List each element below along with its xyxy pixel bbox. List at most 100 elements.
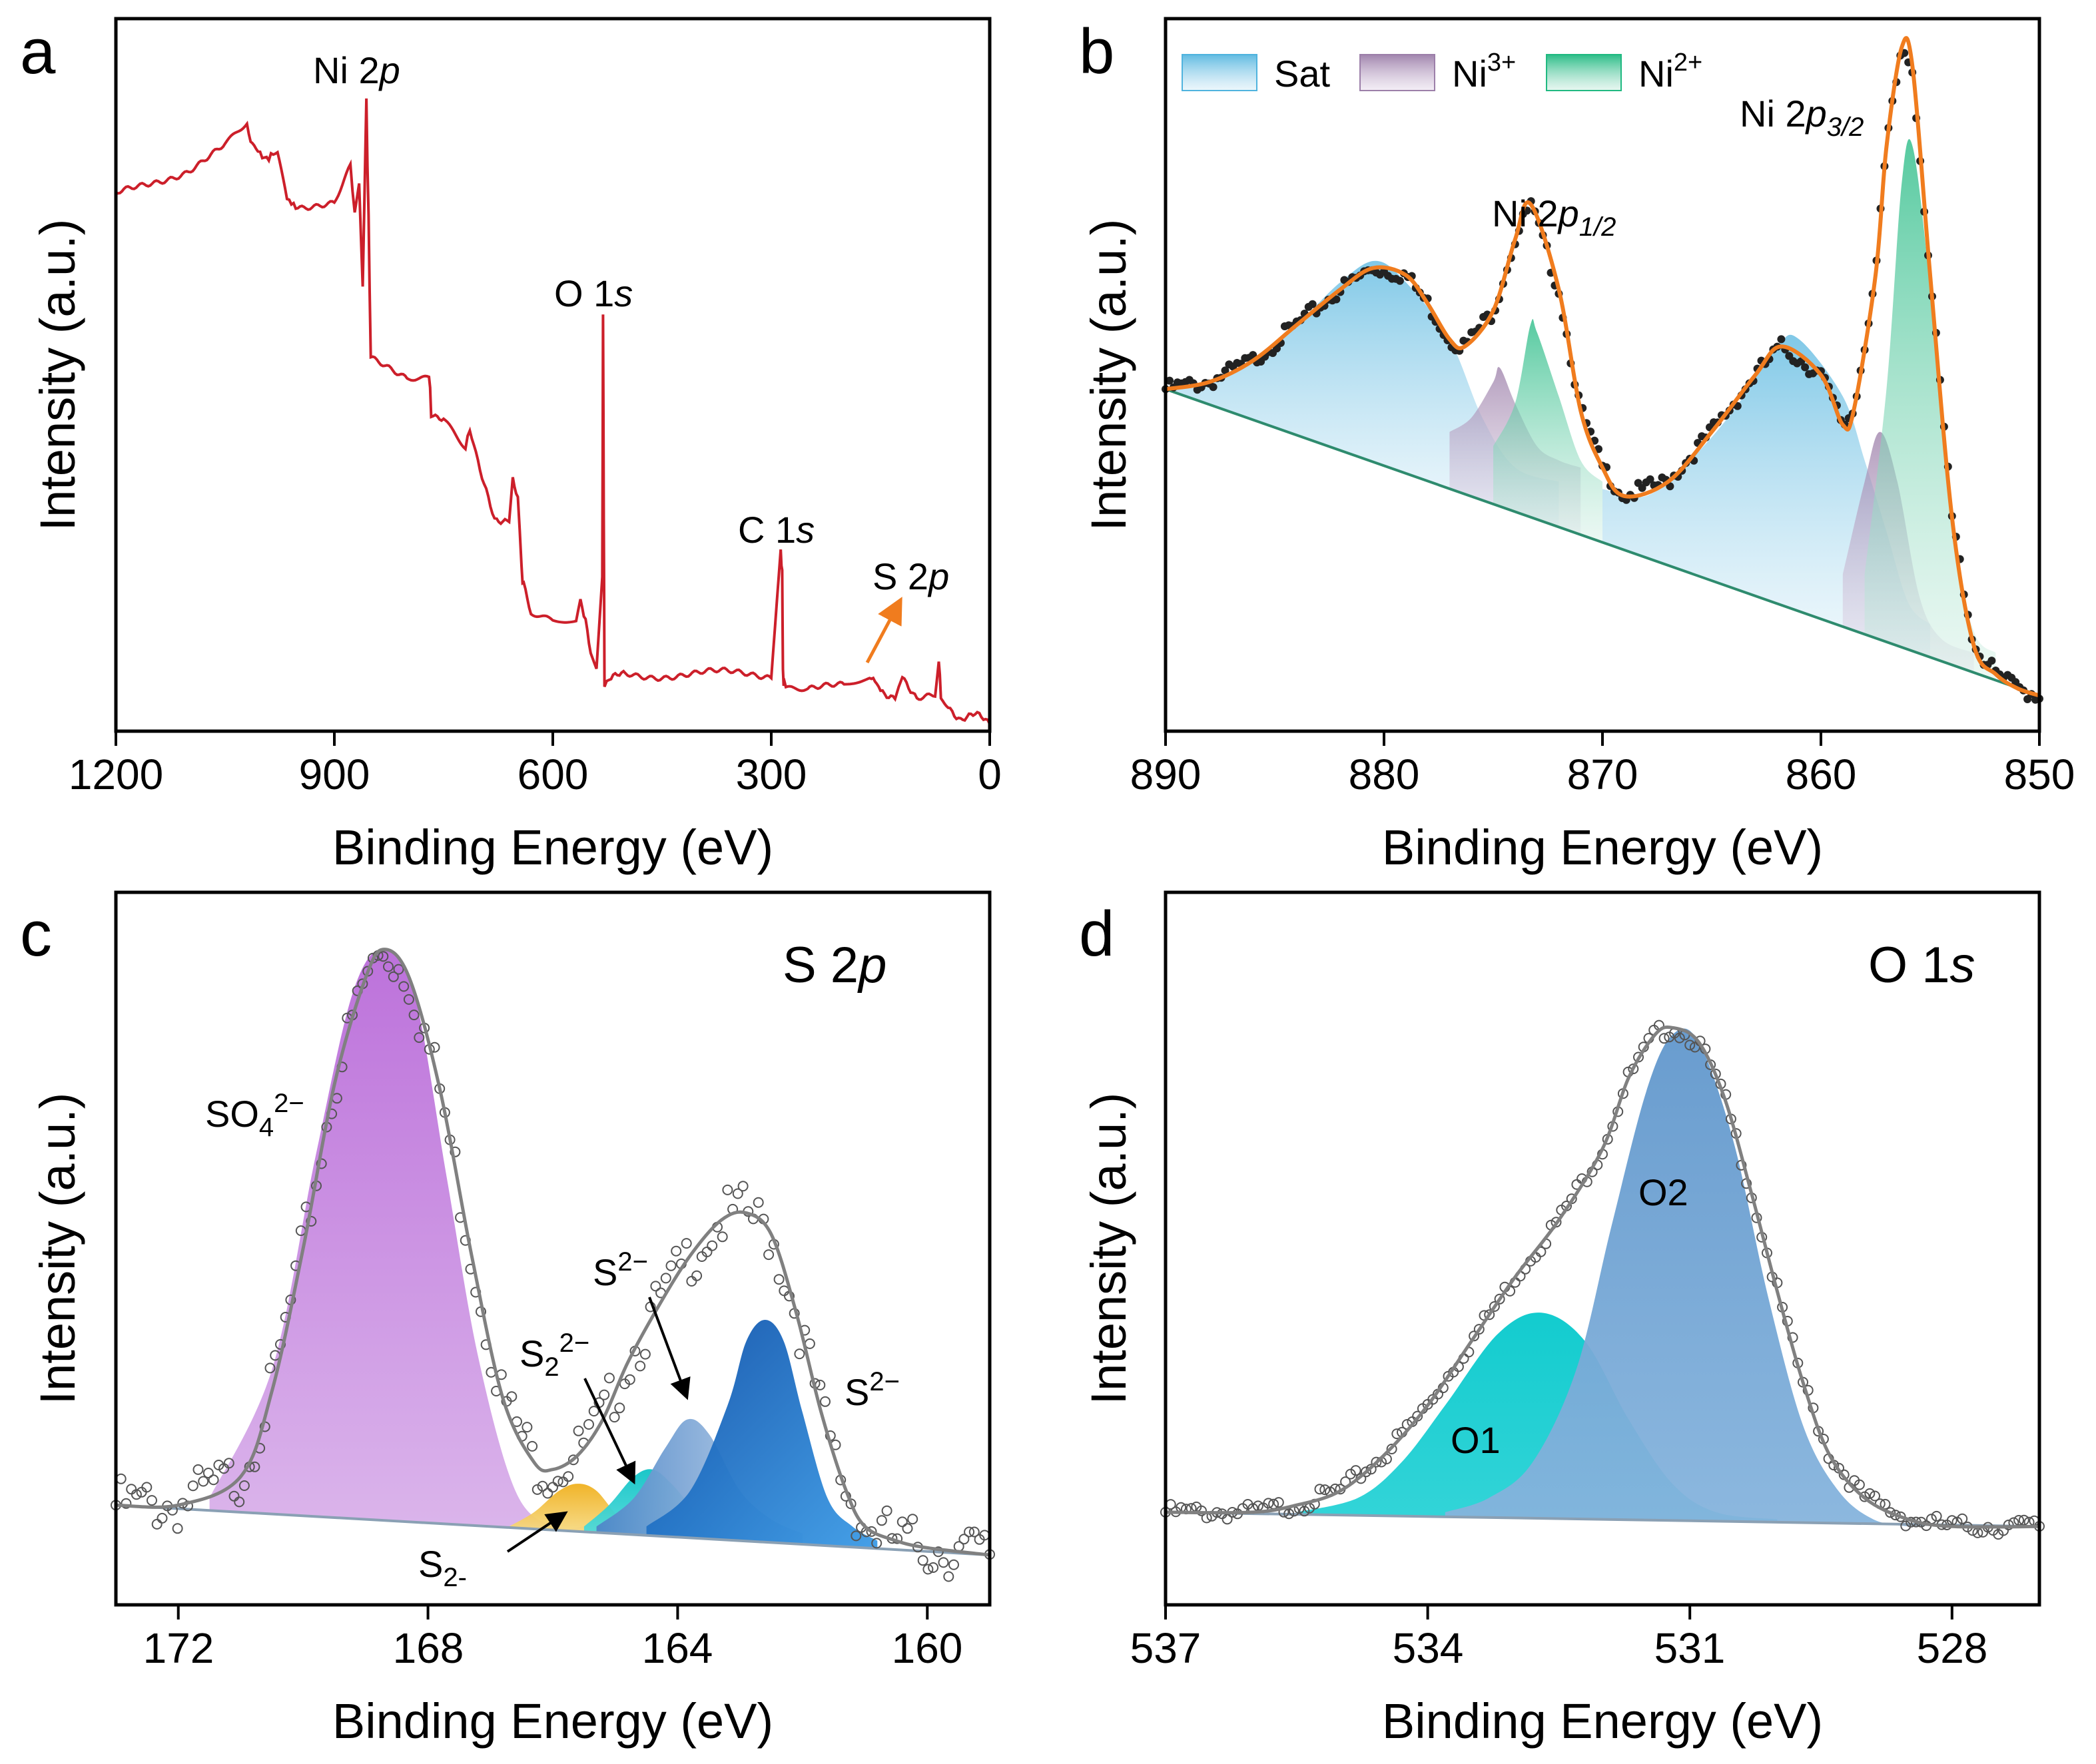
data-point	[1314, 1484, 1325, 1495]
data-point	[403, 994, 414, 1005]
panel-d-ticks	[1164, 1605, 1953, 1619]
data-point	[527, 1440, 538, 1452]
data-point	[609, 1412, 620, 1423]
data-point	[306, 1216, 317, 1227]
data-point	[2013, 1515, 2025, 1526]
data-point	[763, 1249, 775, 1261]
peak-label-ni2p: Ni 2p	[313, 49, 400, 91]
data-point	[238, 1480, 250, 1491]
data-point	[378, 951, 389, 962]
peak-area-o2	[1445, 1028, 1909, 1527]
panel-d-tick-label: 531	[1654, 1624, 1726, 1672]
peak-label-s2p: S 2p	[873, 555, 949, 597]
data-point	[115, 1473, 127, 1484]
data-point	[1689, 1041, 1700, 1053]
panel-b-tick-label: 870	[1567, 750, 1638, 798]
data-point	[506, 1391, 518, 1402]
data-point	[398, 981, 410, 992]
data-point	[639, 1348, 651, 1360]
peak-label-s2-main: S2−	[845, 1367, 900, 1413]
data-point	[820, 1396, 831, 1407]
data-point	[121, 1498, 132, 1509]
panel-c-plot	[111, 948, 995, 1582]
panel-a: a 1200 900 600 300 0 Binding Energy (eV)…	[20, 16, 1002, 875]
data-point	[187, 1480, 198, 1492]
data-point	[1854, 1479, 1865, 1490]
data-point	[1666, 482, 1674, 491]
data-point	[1395, 276, 1404, 285]
peak-label-ni2p32: Ni 2p3/2	[1740, 93, 1864, 142]
data-point	[1283, 1508, 1295, 1520]
data-point	[717, 1231, 728, 1243]
data-point	[588, 1406, 599, 1417]
peak-label-c1s: C 1s	[738, 509, 815, 551]
data-point	[1332, 295, 1341, 304]
data-point	[1674, 1032, 1685, 1043]
data-point	[686, 1276, 697, 1287]
data-point	[208, 1474, 219, 1486]
data-point	[126, 1484, 137, 1495]
panel-d: d 537 534 531 528 Binding Energy (eV) In…	[1079, 890, 2045, 1749]
peak-area-s2-main	[646, 1320, 878, 1549]
data-point	[624, 1374, 635, 1385]
peak-label-ni2p12: Ni 2p1/2	[1492, 192, 1616, 242]
panel-a-ticks	[115, 731, 991, 746]
panel-a-ylabel: Intensity (a.u.)	[30, 219, 85, 531]
panel-c-tick-label: 160	[892, 1624, 963, 1672]
data-point	[691, 1270, 703, 1281]
peak-area-ni2	[1493, 318, 1602, 543]
panel-d-frame	[1164, 890, 2041, 1607]
legend-label-ni3: Ni3+	[1452, 49, 1516, 95]
data-point	[943, 1571, 954, 1582]
data-point	[722, 1184, 733, 1195]
data-point	[1263, 1498, 1274, 1509]
panel-a-tick-label: 900	[299, 750, 370, 798]
data-point	[547, 1482, 558, 1493]
peak-label-o1: O1	[1451, 1419, 1501, 1461]
panel-b-plot	[1162, 36, 2043, 704]
data-point	[388, 971, 399, 982]
data-point	[172, 1523, 183, 1534]
data-point	[408, 1010, 420, 1021]
data-point	[732, 1188, 743, 1199]
data-point	[316, 1158, 327, 1169]
peak-label-s22-low: S2-	[418, 1543, 467, 1592]
panel-c-frame	[114, 890, 992, 1607]
data-point	[1494, 1293, 1505, 1305]
panel-c-xlabel: Binding Energy (eV)	[332, 1693, 773, 1749]
panel-a-letter: a	[20, 16, 56, 87]
data-point	[1473, 1324, 1485, 1335]
data-point	[157, 1512, 168, 1524]
data-point	[896, 1516, 908, 1528]
data-point	[871, 1538, 882, 1549]
peak-area-so4-2	[209, 949, 584, 1532]
s22-arrow	[583, 1378, 636, 1485]
data-point	[1931, 1510, 1942, 1522]
panel-d-tick-label: 528	[1917, 1624, 1988, 1672]
panel-b-letter: b	[1079, 16, 1114, 87]
data-point	[773, 1274, 785, 1285]
data-point	[958, 1534, 970, 1545]
data-point	[1209, 383, 1218, 392]
data-point	[1859, 1491, 1870, 1502]
panel-b-legend: Sat Ni3+ Ni2+	[1182, 49, 1702, 95]
data-point	[851, 1530, 862, 1542]
data-point	[563, 1471, 574, 1482]
panel-d-plot	[1160, 1020, 2045, 1540]
panel-a-xlabel: Binding Energy (eV)	[332, 820, 773, 875]
panel-c-tick-label: 172	[143, 1624, 214, 1672]
data-point	[681, 1238, 692, 1249]
panel-d-xlabel: Binding Energy (eV)	[1382, 1693, 1823, 1749]
data-point	[1957, 1513, 1968, 1524]
data-point	[567, 1454, 579, 1466]
data-point	[876, 1515, 887, 1526]
data-point	[1987, 657, 1996, 665]
data-point	[1551, 1217, 1562, 1228]
panel-b-tick-label: 890	[1130, 750, 1202, 798]
data-point	[938, 1557, 949, 1568]
panel-d-title: O 1s	[1868, 937, 1975, 994]
data-point	[552, 1476, 563, 1487]
panel-b-ylabel: Intensity (a.u.)	[1081, 219, 1136, 531]
legend-swatch-ni2	[1546, 54, 1622, 91]
data-point	[522, 1422, 533, 1433]
